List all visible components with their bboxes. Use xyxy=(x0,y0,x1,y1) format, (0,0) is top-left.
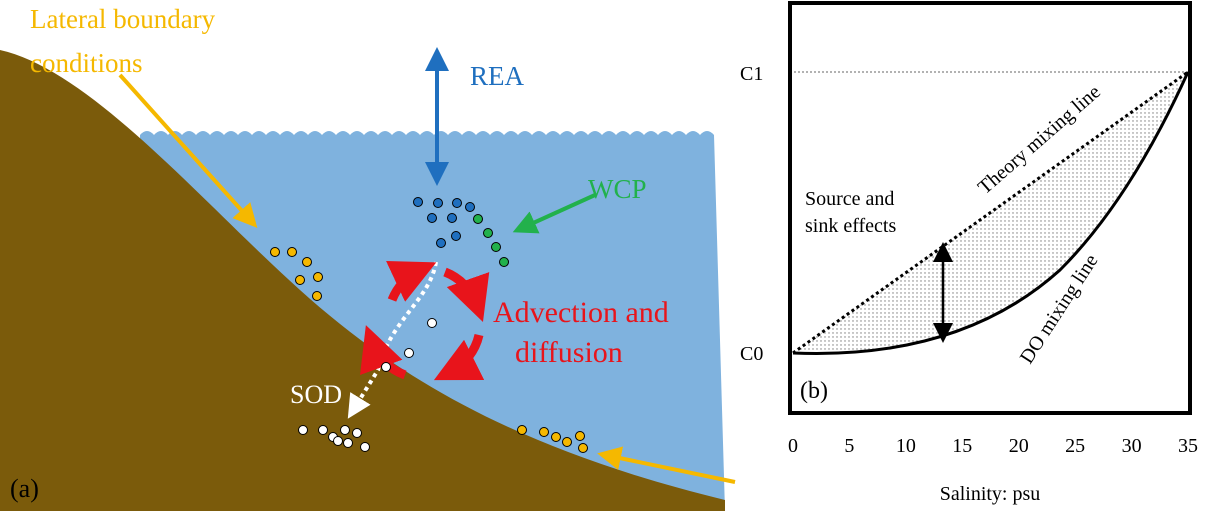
x-tick-label: 25 xyxy=(1065,435,1085,457)
particle xyxy=(353,429,362,438)
x-tick-label: 20 xyxy=(1009,435,1029,457)
particle xyxy=(492,243,501,252)
particle xyxy=(344,439,353,448)
particle xyxy=(271,248,280,257)
rea-label: REA xyxy=(470,61,525,91)
figure: Lateral boundary conditions REA WCP Adve… xyxy=(0,0,1209,511)
particle xyxy=(540,428,549,437)
lateral-label: Lateral boundary xyxy=(30,4,216,34)
particle xyxy=(428,319,437,328)
x-tick-label: 35 xyxy=(1178,435,1198,457)
particle xyxy=(452,232,461,241)
particle xyxy=(361,443,370,452)
particle xyxy=(299,426,308,435)
panel-a: Lateral boundary conditions REA WCP Adve… xyxy=(0,4,735,511)
particle xyxy=(296,276,305,285)
particle xyxy=(484,229,493,238)
particle xyxy=(448,214,457,223)
particle xyxy=(319,426,328,435)
x-tick-label: 5 xyxy=(844,435,854,457)
advection-label: diffusion xyxy=(515,336,623,369)
panel-b: C1 C0 0 5 10 15 20 25 30 35 Salinity: psu Sourc… xyxy=(740,3,1198,505)
x-tick-label: 0 xyxy=(788,435,798,457)
particle xyxy=(552,433,561,442)
particle xyxy=(434,199,443,208)
particle xyxy=(563,438,572,447)
lateral-label: conditions xyxy=(30,48,143,78)
particle xyxy=(382,363,391,372)
particle xyxy=(334,437,343,446)
y-label: C0 xyxy=(740,343,763,365)
particle xyxy=(576,432,585,441)
advection-label: Advection and xyxy=(493,296,669,329)
particle xyxy=(474,215,483,224)
x-ticks: 0 5 10 15 20 25 30 35 xyxy=(788,435,1198,457)
sod-label: SOD xyxy=(290,380,342,409)
particle xyxy=(405,349,414,358)
particle xyxy=(500,258,509,267)
x-tick-label: 15 xyxy=(952,435,972,457)
wcp-label: WCP xyxy=(588,174,647,204)
x-axis-label: Salinity: psu xyxy=(940,483,1041,505)
panel-label: (b) xyxy=(800,378,828,404)
particle xyxy=(414,198,423,207)
y-label: C1 xyxy=(740,63,763,85)
particle xyxy=(313,292,322,301)
particle xyxy=(303,258,312,267)
particle xyxy=(341,426,350,435)
x-tick-label: 30 xyxy=(1122,435,1142,457)
source-sink-label: Source and xyxy=(805,188,894,210)
panel-label: (a) xyxy=(10,474,39,503)
particle xyxy=(453,199,462,208)
particle xyxy=(437,239,446,248)
particle xyxy=(579,444,588,453)
x-tick-label: 10 xyxy=(896,435,916,457)
source-sink-label: sink effects xyxy=(805,215,896,237)
particle xyxy=(518,426,527,435)
particle xyxy=(466,203,475,212)
particle xyxy=(288,248,297,257)
particle xyxy=(428,214,437,223)
particle xyxy=(314,273,323,282)
